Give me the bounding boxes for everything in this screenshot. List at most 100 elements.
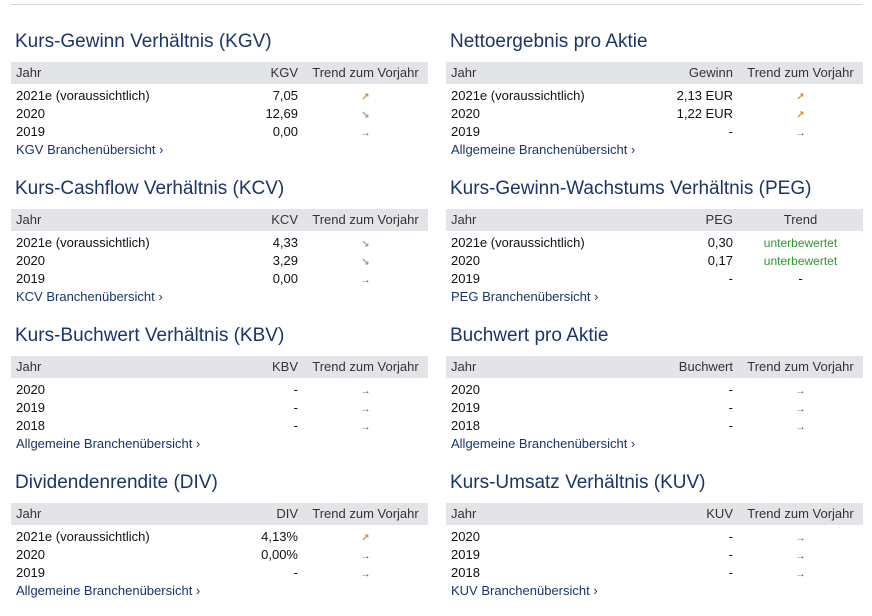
column-header-trend: Trend zum Vorjahr bbox=[747, 65, 854, 80]
table-row: 2019 0,00 → bbox=[11, 123, 428, 141]
row-trend-text: unterbewertet bbox=[763, 236, 838, 250]
row-trend: → bbox=[307, 270, 424, 290]
row-year: 2018 bbox=[16, 418, 45, 433]
row-trend: → bbox=[307, 546, 424, 566]
row-trend: → bbox=[742, 564, 859, 584]
trend-up-icon: ↗ bbox=[796, 110, 805, 121]
column-header-year: Jahr bbox=[451, 359, 477, 374]
trend-flat-icon: → bbox=[360, 551, 371, 562]
row-trend: → bbox=[307, 399, 424, 419]
column-header-year: Jahr bbox=[16, 65, 42, 80]
column-header-year: Jahr bbox=[16, 359, 42, 374]
row-year: 2019 bbox=[451, 124, 480, 139]
table-row: 2021e (voraussichtlich) 2,13 EUR ↗ bbox=[446, 87, 863, 105]
branchenuebersicht-link[interactable]: Allgemeine Branchenübersicht › bbox=[451, 436, 636, 451]
row-trend-text: - bbox=[798, 271, 803, 286]
row-year: 2019 bbox=[451, 271, 480, 286]
row-value: - bbox=[728, 382, 733, 397]
trend-flat-icon: → bbox=[795, 551, 806, 562]
row-value: 12,69 bbox=[265, 106, 298, 121]
row-value: 0,30 bbox=[707, 235, 733, 250]
trend-flat-icon: → bbox=[360, 422, 371, 433]
table-row: 2020 0,00% → bbox=[11, 546, 428, 564]
row-year: 2019 bbox=[16, 565, 45, 580]
row-trend: ↘ bbox=[307, 105, 424, 125]
row-value: 0,17 bbox=[707, 253, 733, 268]
row-value: - bbox=[293, 418, 298, 433]
column-header-year: Jahr bbox=[451, 65, 477, 80]
row-value: 0,00 bbox=[272, 124, 298, 139]
trend-flat-icon: → bbox=[795, 569, 806, 580]
table-row: 2020 12,69 ↘ bbox=[11, 105, 428, 123]
column-header-trend: Trend zum Vorjahr bbox=[747, 506, 854, 521]
row-value: - bbox=[728, 124, 733, 139]
column-header-value: PEG bbox=[705, 212, 733, 227]
branchenuebersicht-link[interactable]: Allgemeine Branchenübersicht › bbox=[451, 142, 636, 157]
row-year: 2020 bbox=[451, 529, 480, 544]
branchenuebersicht-link[interactable]: PEG Branchenübersicht › bbox=[451, 289, 599, 304]
table-header: Jahr KBV Trend zum Vorjahr bbox=[11, 356, 428, 378]
row-value: 7,05 bbox=[272, 88, 298, 103]
row-value: 3,29 bbox=[272, 253, 298, 268]
table-header: Jahr Gewinn Trend zum Vorjahr bbox=[446, 62, 863, 84]
branchenuebersicht-link[interactable]: Allgemeine Branchenübersicht › bbox=[16, 436, 201, 451]
column-header-value: KGV bbox=[270, 65, 298, 80]
row-trend: ↘ bbox=[307, 234, 424, 254]
table-row: 2018 - → bbox=[446, 564, 863, 582]
row-trend: → bbox=[307, 123, 424, 143]
row-value: - bbox=[728, 418, 733, 433]
branchenuebersicht-link[interactable]: KUV Branchenübersicht › bbox=[451, 583, 598, 598]
row-value: - bbox=[293, 400, 298, 415]
row-trend-text: unterbewertet bbox=[763, 254, 838, 268]
trend-down-icon: ↘ bbox=[361, 257, 370, 268]
row-year: 2021e (voraussichtlich) bbox=[16, 88, 150, 103]
column-header-trend: Trend bbox=[783, 212, 818, 227]
row-trend: → bbox=[742, 528, 859, 548]
column-header-value: KCV bbox=[271, 212, 298, 227]
table-body: 2021e (voraussichtlich) 2,13 EUR ↗ 2020 1,22… bbox=[446, 84, 863, 141]
trend-down-icon: ↘ bbox=[361, 110, 370, 121]
panel-kuv: Kurs-Umsatz Verhältnis (KUV) Jahr KUV Trend… bbox=[446, 471, 863, 600]
row-year: 2019 bbox=[451, 547, 480, 562]
row-trend: → bbox=[742, 123, 859, 143]
row-year: 2019 bbox=[16, 124, 45, 139]
row-trend: → bbox=[742, 399, 859, 419]
row-trend: ↘ bbox=[307, 252, 424, 272]
table-row: 2021e (voraussichtlich) 4,13% ↗ bbox=[11, 528, 428, 546]
row-year: 2020 bbox=[451, 253, 480, 268]
row-value: 2,13 EUR bbox=[676, 88, 733, 103]
table-header: Jahr DIV Trend zum Vorjahr bbox=[11, 503, 428, 525]
table-body: 2020 - → 2019 - → 2018 - → bbox=[446, 525, 863, 582]
trend-flat-icon: → bbox=[360, 569, 371, 580]
trend-flat-icon: → bbox=[795, 533, 806, 544]
column-header-trend: Trend zum Vorjahr bbox=[312, 212, 419, 227]
table-header: Jahr KCV Trend zum Vorjahr bbox=[11, 209, 428, 231]
trend-flat-icon: → bbox=[360, 275, 371, 286]
row-year: 2019 bbox=[16, 271, 45, 286]
row-value: 0,00% bbox=[261, 547, 298, 562]
trend-flat-icon: → bbox=[795, 404, 806, 415]
panel-title: Buchwert pro Aktie bbox=[450, 325, 609, 346]
row-value: - bbox=[293, 382, 298, 397]
row-year: 2020 bbox=[16, 106, 45, 121]
table-row: 2019 - → bbox=[11, 564, 428, 582]
table-row: 2020 0,17 unterbewertet bbox=[446, 252, 863, 270]
row-trend: ↗ bbox=[742, 105, 859, 125]
branchenuebersicht-link[interactable]: Allgemeine Branchenübersicht › bbox=[16, 583, 201, 598]
branchenuebersicht-link[interactable]: KGV Branchenübersicht › bbox=[16, 142, 164, 157]
trend-down-icon: ↘ bbox=[361, 239, 370, 250]
table-body: 2021e (voraussichtlich) 7,05 ↗ 2020 12,69 ↘ 20… bbox=[11, 84, 428, 141]
table-row: 2020 - → bbox=[446, 381, 863, 399]
column-header-value: Buchwert bbox=[678, 359, 733, 374]
row-trend: ↗ bbox=[307, 528, 424, 548]
table-row: 2018 - → bbox=[11, 417, 428, 435]
row-trend: ↗ bbox=[742, 87, 859, 107]
branchenuebersicht-link[interactable]: KCV Branchenübersicht › bbox=[16, 289, 163, 304]
trend-flat-icon: → bbox=[795, 386, 806, 397]
row-value: 4,13% bbox=[261, 529, 298, 544]
table-row: 2020 - → bbox=[11, 381, 428, 399]
panel-title: Kurs-Gewinn-Wachstums Verhältnis (PEG) bbox=[450, 178, 812, 199]
row-year: 2019 bbox=[451, 400, 480, 415]
panel-title: Kurs-Cashflow Verhältnis (KCV) bbox=[15, 178, 285, 199]
row-year: 2020 bbox=[16, 382, 45, 397]
